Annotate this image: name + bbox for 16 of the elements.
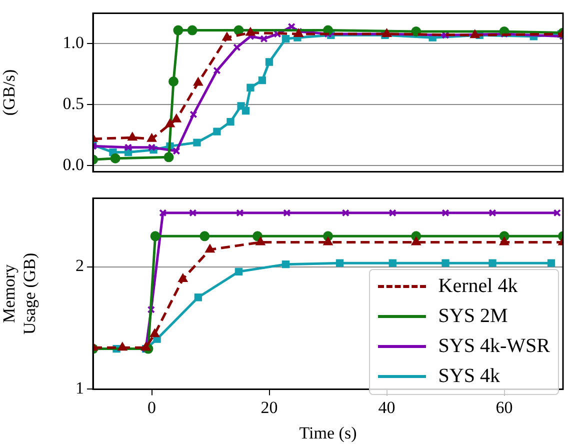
y-tick-label: 1.0 bbox=[62, 33, 84, 52]
legend-label: SYS 4k-WSR bbox=[438, 335, 550, 358]
x-tick-label: 40 bbox=[378, 398, 396, 417]
y-axis-title: Memory Usage (GB) bbox=[0, 252, 40, 335]
y-tick-label: 0.0 bbox=[62, 155, 84, 174]
x-tick-label: 60 bbox=[496, 398, 513, 417]
legend-label: SYS 2M bbox=[438, 305, 508, 328]
y-tick-label: 0.5 bbox=[62, 94, 84, 114]
x-tick-label: 20 bbox=[260, 398, 278, 417]
y-axis-title: (GB/s) bbox=[0, 69, 19, 116]
x-axis-title: Time (s) bbox=[299, 423, 357, 442]
legend-label: SYS 4k bbox=[438, 365, 500, 388]
y-tick-label: 2 bbox=[76, 256, 84, 276]
x-tick-label: 0 bbox=[148, 398, 156, 417]
legend-label: Kernel 4k bbox=[438, 275, 518, 298]
y-tick-label: 1 bbox=[76, 378, 84, 398]
